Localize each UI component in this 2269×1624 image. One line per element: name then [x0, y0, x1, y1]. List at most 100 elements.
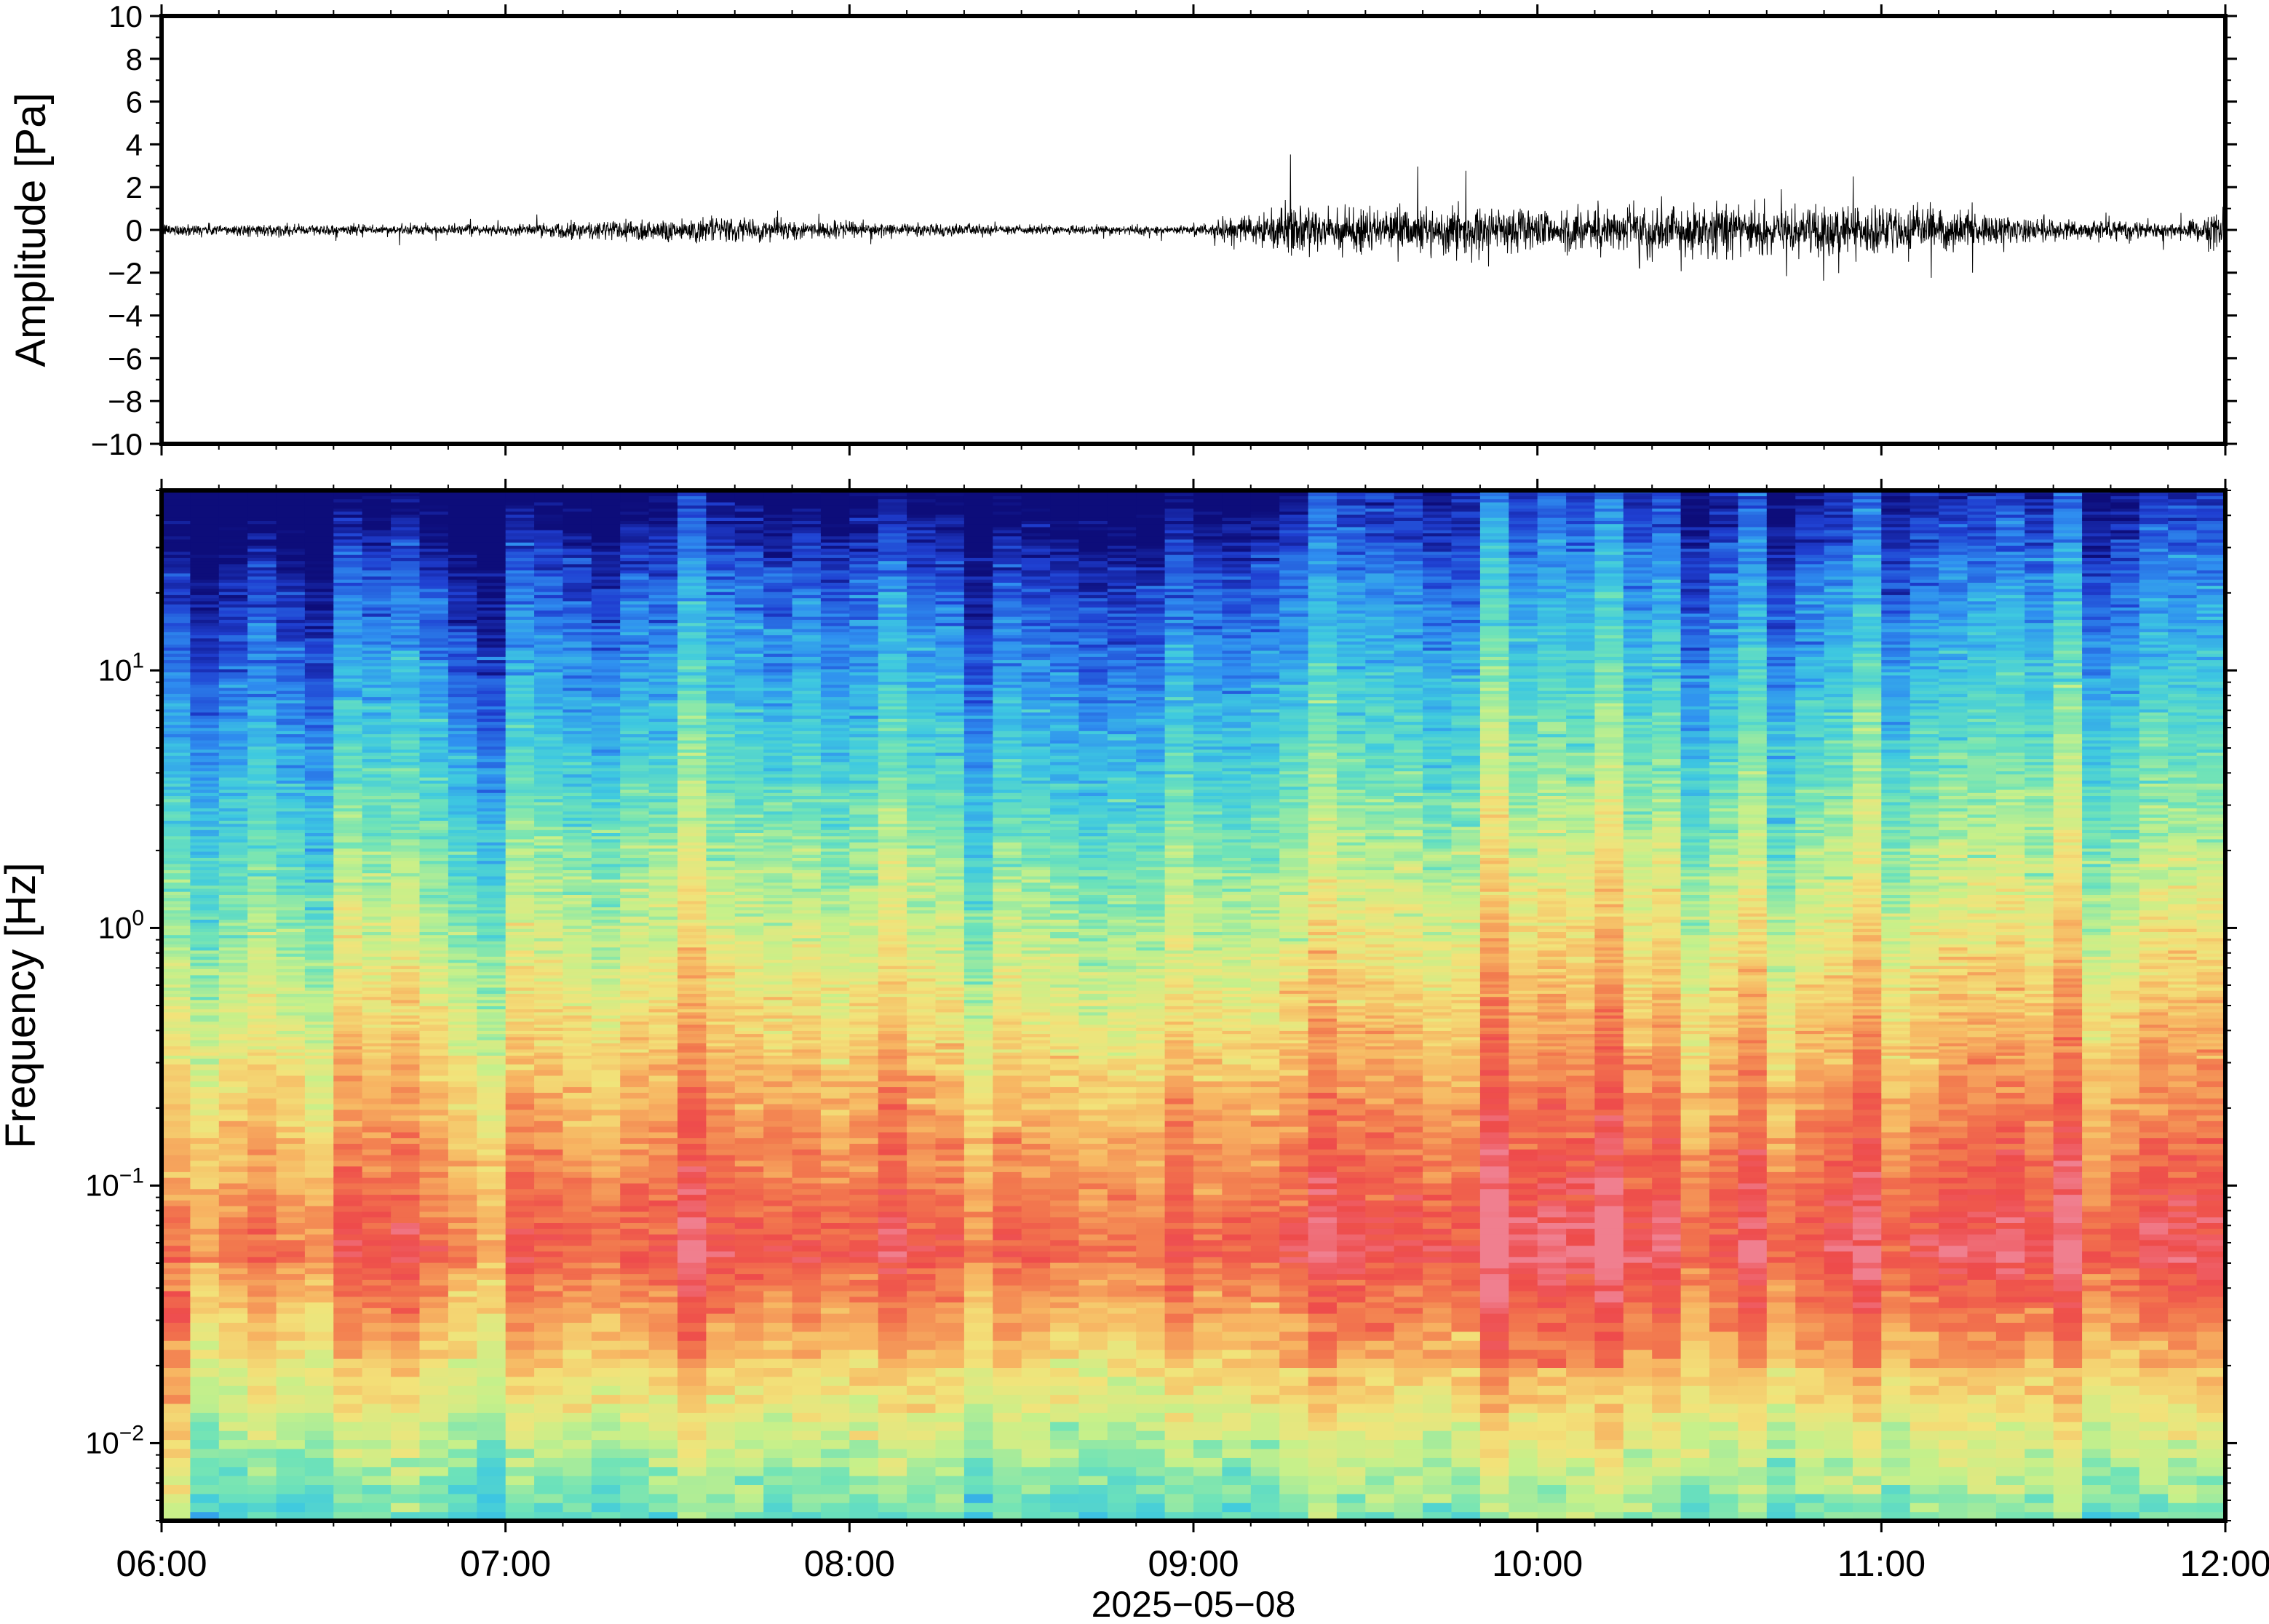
spectrogram-cell — [591, 1421, 621, 1431]
spectrogram-cell — [677, 696, 707, 701]
spectrogram-cell — [276, 669, 306, 673]
spectrogram-cell — [448, 1021, 477, 1025]
spectrogram-cell — [304, 536, 334, 540]
spectrogram-cell — [247, 1115, 277, 1121]
spectrogram-cell — [563, 1008, 592, 1013]
spectrogram-cell — [591, 712, 621, 716]
spectrogram-cell — [563, 1358, 592, 1368]
spectrogram-cell — [218, 768, 248, 772]
spectrogram-cell — [505, 715, 535, 719]
spectrogram-cell — [419, 656, 449, 661]
spectrogram-cell — [448, 669, 477, 673]
spectrogram-cell — [304, 1448, 334, 1458]
spectrogram-cell — [448, 974, 477, 979]
spectrogram-cell — [477, 928, 506, 932]
spectrogram-cell — [391, 1211, 421, 1218]
spectrogram-cell — [162, 792, 191, 796]
spectrogram-cell — [391, 495, 421, 500]
spectrogram-cell — [706, 1273, 736, 1280]
spectrogram-cell — [362, 736, 392, 741]
spectrogram-cell — [448, 1279, 477, 1286]
spectrogram-cell — [419, 879, 449, 883]
spectrogram-cell — [419, 950, 449, 954]
spectrogram-cell — [333, 1239, 363, 1246]
spectrogram-cell — [563, 647, 592, 651]
spectrogram-cell — [677, 505, 707, 509]
spectrogram-cell — [190, 1239, 220, 1246]
spectrogram-cell — [534, 554, 564, 558]
spectrogram-cell — [477, 715, 506, 719]
spectrogram-cell — [276, 1313, 306, 1323]
spectrogram-cell — [419, 758, 449, 763]
spectrogram-cell — [218, 619, 248, 624]
spectrogram-cell — [218, 922, 248, 926]
spectrogram-cell — [591, 916, 621, 920]
spectrogram-cell — [563, 1024, 592, 1028]
spectrogram-cell — [648, 1075, 678, 1082]
spectrogram-cell — [391, 1296, 421, 1303]
spectrogram-cell — [677, 990, 707, 994]
spectrogram-cell — [333, 857, 363, 861]
spectrogram-cell — [477, 554, 506, 558]
spectrogram-cell — [362, 904, 392, 907]
spectrogram-cell — [448, 1052, 477, 1056]
spectrogram-cell — [620, 743, 650, 747]
spectrogram-cell — [677, 755, 707, 760]
spectrogram-cell — [304, 610, 334, 614]
spectrogram-cell — [162, 718, 191, 723]
spectrogram-cell — [391, 1206, 421, 1212]
spectrogram-cell — [247, 953, 277, 957]
spectrogram-cell — [563, 712, 592, 716]
spectrogram-cell — [333, 607, 363, 611]
spectrogram-cell — [304, 1257, 334, 1263]
spectrogram-cell — [448, 659, 477, 664]
spectrogram-cell — [419, 1149, 449, 1155]
spectrogram-cell — [620, 1086, 650, 1093]
spectrogram-cell — [505, 1052, 535, 1056]
spectrogram-cell — [162, 634, 191, 639]
spectrogram-cell — [620, 579, 650, 583]
spectrogram-cell — [677, 829, 707, 833]
spectrogram-cell — [190, 740, 220, 744]
spectrogram-heatmap — [162, 490, 2225, 1521]
spectrogram-cell — [218, 907, 248, 911]
spectrogram-cell — [534, 900, 564, 904]
spectrogram-cell — [677, 749, 707, 753]
spectrogram-cell — [591, 835, 621, 840]
spectrogram-cell — [448, 570, 477, 574]
spectrogram-cell — [448, 684, 477, 688]
spectrogram-cell — [448, 789, 477, 793]
spectrogram-cell — [477, 1313, 506, 1323]
spectrogram-cell — [534, 755, 564, 760]
spectrogram-cell — [304, 672, 334, 676]
spectrogram-cell — [648, 588, 678, 592]
spectrogram-cell — [563, 802, 592, 805]
spectrogram-cell — [563, 1055, 592, 1059]
spectrogram-cell — [706, 1412, 736, 1422]
spectrogram-cell — [505, 928, 535, 932]
spectrogram-cell — [218, 629, 248, 632]
spectrogram-cell — [333, 999, 363, 1003]
spectrogram-cell — [620, 823, 650, 827]
spectrogram-cell — [247, 523, 277, 528]
spectrogram-cell — [534, 1046, 564, 1050]
spectrogram-cell — [448, 681, 477, 685]
spectrogram-cell — [448, 950, 477, 954]
spectrogram-cell — [620, 718, 650, 723]
spectrogram-cell — [648, 1086, 678, 1093]
spectrogram-cell — [477, 805, 506, 808]
spectrogram-cell — [333, 1290, 363, 1297]
spectrogram-cell — [218, 835, 248, 840]
spectrogram-cell — [477, 597, 506, 602]
spectrogram-cell — [162, 1385, 191, 1396]
spectrogram-cell — [276, 1358, 306, 1368]
spectrogram-cell — [304, 1030, 334, 1035]
spectrogram-cell — [648, 740, 678, 744]
spectrogram-cell — [534, 922, 564, 926]
spectrogram-cell — [190, 990, 220, 994]
spectrogram-cell — [162, 693, 191, 698]
spectrogram-cell — [505, 981, 535, 985]
spectrogram-cell — [162, 1307, 191, 1314]
spectrogram-cell — [218, 758, 248, 763]
spectrogram-cell — [419, 1008, 449, 1013]
